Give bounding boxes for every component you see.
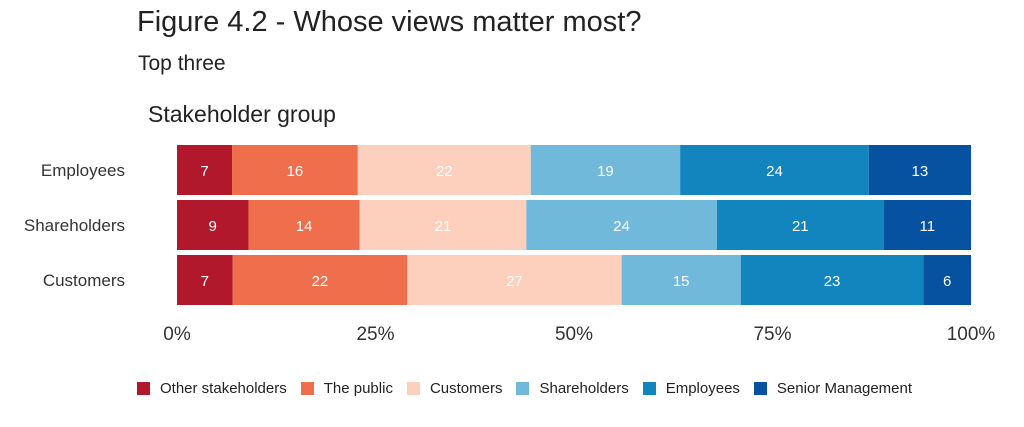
- x-tick-label: 100%: [947, 324, 996, 345]
- bar-segment: [248, 200, 360, 250]
- bar-segment: [883, 200, 971, 250]
- bar-segment: [680, 145, 869, 195]
- x-tick-label: 50%: [555, 324, 593, 345]
- bar-segment: [232, 145, 358, 195]
- legend-label: Senior Management: [776, 380, 913, 397]
- chart-subtitle: Top three: [138, 52, 226, 75]
- data-label: 6: [943, 273, 951, 290]
- bar-segment: [716, 200, 884, 250]
- bar-segment: [177, 255, 233, 305]
- data-label: 22: [436, 163, 453, 180]
- data-label: 9: [209, 218, 217, 235]
- data-label: 14: [296, 218, 313, 235]
- legend-swatch: [753, 382, 767, 395]
- data-label: 16: [287, 163, 304, 180]
- data-label: 7: [200, 163, 208, 180]
- bar-segment: [232, 255, 408, 305]
- legend-swatch: [300, 382, 314, 395]
- data-label: 11: [920, 218, 936, 235]
- legend: Other stakeholders The public Customers Sha…: [137, 380, 926, 397]
- legend-label: Other stakeholders: [160, 380, 287, 397]
- data-label: 22: [312, 273, 329, 290]
- legend-item: Shareholders: [516, 380, 629, 397]
- data-label: 27: [506, 273, 523, 290]
- legend-item: Customers: [406, 380, 503, 397]
- stacked-bar-chart: Employees 7 16 22 19 24 13 Shareholders 9 14 21 24 2…: [24, 145, 996, 345]
- chart-title: Figure 4.2 - Whose views matter most?: [137, 6, 642, 38]
- bar-segment: [357, 145, 531, 195]
- legend-label: Customers: [429, 380, 503, 397]
- legend-label: Shareholders: [539, 380, 629, 397]
- bar-segment: [526, 200, 717, 250]
- data-label: 21: [792, 218, 809, 235]
- category-label-employees: Employees: [41, 161, 125, 180]
- bar-segment: [407, 255, 622, 305]
- data-label: 7: [201, 273, 209, 290]
- data-label: 24: [766, 163, 783, 180]
- data-label: 24: [613, 218, 630, 235]
- legend-swatch: [137, 382, 150, 395]
- bar-segment: [923, 255, 971, 305]
- legend-swatch: [516, 382, 530, 395]
- bar-segment: [621, 255, 741, 305]
- legend-label: The public: [323, 380, 393, 397]
- legend-title: Stakeholder group: [148, 101, 336, 127]
- category-label-customers: Customers: [43, 271, 125, 290]
- category-label-shareholders: Shareholders: [24, 216, 125, 235]
- bar-segment: [868, 145, 971, 195]
- data-label: 15: [673, 273, 690, 290]
- bar-segment: [530, 145, 681, 195]
- legend-item: Other stakeholders: [137, 380, 287, 397]
- bar-segment: [177, 200, 249, 250]
- legend-item: Employees: [642, 380, 740, 397]
- x-tick-label: 25%: [356, 324, 394, 345]
- x-tick-label: 0%: [163, 324, 191, 345]
- legend-label: Employees: [665, 380, 740, 397]
- bar-segment: [740, 255, 924, 305]
- bar-segment: [177, 145, 233, 195]
- data-label: 19: [597, 163, 614, 180]
- legend-item: The public: [300, 380, 393, 397]
- x-tick-label: 75%: [753, 324, 791, 345]
- data-label: 21: [435, 218, 452, 235]
- legend-swatch: [406, 382, 420, 395]
- data-label: 23: [824, 273, 841, 290]
- bar-segment: [359, 200, 527, 250]
- legend-item: Senior Management: [753, 380, 913, 397]
- data-label: 13: [912, 163, 929, 180]
- legend-swatch: [642, 382, 656, 395]
